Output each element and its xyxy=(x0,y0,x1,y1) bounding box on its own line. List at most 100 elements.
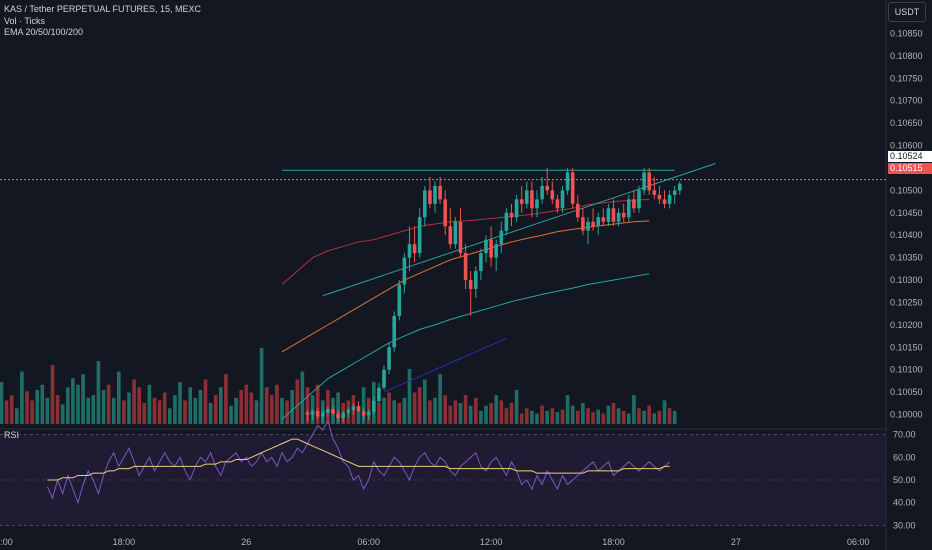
candle-body xyxy=(509,212,514,218)
time-tick-label: 12:00 xyxy=(480,537,503,547)
candle-body xyxy=(621,212,626,218)
volume-bar xyxy=(662,400,667,424)
candle-body xyxy=(423,190,427,218)
candle-body xyxy=(392,315,396,348)
candle-body xyxy=(535,199,539,209)
volume-bar xyxy=(448,405,453,424)
volume-bar xyxy=(438,374,442,424)
volume-bar xyxy=(234,397,238,424)
volume-bar xyxy=(25,391,29,424)
volume-bar xyxy=(382,397,386,424)
volume-bar xyxy=(647,405,651,424)
candle-body xyxy=(678,183,682,191)
volume-bar xyxy=(336,392,340,424)
candle-body xyxy=(525,190,529,204)
candle-body xyxy=(484,239,488,254)
candle-body xyxy=(611,208,616,222)
volume-bar xyxy=(208,403,213,424)
rsi-legend[interactable]: RSI xyxy=(4,430,20,440)
candle-body xyxy=(479,253,483,272)
candle-body xyxy=(545,185,549,191)
volume-bar xyxy=(55,395,60,424)
symbol-title[interactable]: KAS / Tether PERPETUAL FUTURES, 15, MEXC xyxy=(4,4,202,14)
volume-bar xyxy=(535,413,539,424)
candle-body xyxy=(321,412,325,417)
volume-bar xyxy=(50,365,55,424)
candle-body xyxy=(591,221,595,227)
volume-bar xyxy=(239,389,243,424)
volume-legend[interactable]: Vol · Ticks xyxy=(4,15,46,26)
candle-body xyxy=(662,199,667,204)
trendline-2 xyxy=(322,162,716,297)
volume-bar xyxy=(40,384,45,424)
volume-bar xyxy=(295,379,300,424)
rsi-ma-line xyxy=(47,438,670,481)
volume-bar xyxy=(499,400,504,424)
price-tick-label: 0.10650 xyxy=(890,118,923,128)
candle-body xyxy=(366,411,371,416)
volume-bar xyxy=(407,368,412,424)
candle-body xyxy=(560,190,565,209)
volume-bar xyxy=(259,348,264,424)
time-tick-label: 12:00 xyxy=(0,537,13,547)
rsi-line xyxy=(46,419,670,505)
bid-price-tag: 0.10515 xyxy=(888,163,932,174)
ema-100-line xyxy=(281,273,650,420)
price-tick-label: 0.10000 xyxy=(890,410,923,420)
candle-body xyxy=(372,401,376,412)
volume-bar xyxy=(611,403,616,424)
volume-bar xyxy=(117,371,121,424)
candle-body xyxy=(377,387,381,402)
volume-bar xyxy=(652,413,657,424)
time-tick-label: 06:00 xyxy=(847,537,870,547)
volume-bar xyxy=(479,410,483,424)
volume-bar xyxy=(122,400,126,424)
rsi-tick-label: 30.00 xyxy=(893,520,916,530)
ema-legend[interactable]: EMA 20/50/100/200 xyxy=(4,27,84,37)
price-tick-label: 0.10350 xyxy=(890,253,923,263)
rsi-tick-label: 60.00 xyxy=(893,452,916,462)
rsi-tick-label: 40.00 xyxy=(893,498,916,508)
volume-bar xyxy=(270,395,274,424)
last-price-tag: 0.10524 xyxy=(888,151,932,162)
candle-body xyxy=(407,244,412,258)
candle-body xyxy=(351,406,356,411)
candle-body xyxy=(499,230,504,245)
volume-bar xyxy=(76,384,80,424)
volume-bar xyxy=(315,384,320,424)
candle-body xyxy=(463,253,468,281)
candle-body xyxy=(474,271,478,290)
volume-bar xyxy=(9,395,14,424)
volume-bar xyxy=(285,400,289,424)
volume-bar xyxy=(4,400,9,424)
volume-bar xyxy=(219,387,223,424)
volume-bar xyxy=(15,408,19,424)
volume-bar xyxy=(672,410,677,424)
volume-bar xyxy=(229,405,233,424)
candle-body xyxy=(565,172,570,191)
candle-body xyxy=(601,217,606,222)
candle-body xyxy=(336,413,340,419)
currency-button[interactable]: USDT xyxy=(888,2,926,22)
volume-bar xyxy=(30,400,34,424)
volume-bar xyxy=(86,397,90,424)
volume-bar xyxy=(494,395,498,424)
volume-bar xyxy=(224,374,228,424)
volume-bar xyxy=(71,378,75,424)
volume-bar xyxy=(632,395,636,424)
candle-body xyxy=(331,409,335,414)
candle-body xyxy=(310,410,315,415)
candle-body xyxy=(550,190,555,200)
volume-bar xyxy=(601,413,606,424)
volume-bar xyxy=(545,410,549,424)
volume-bar xyxy=(264,387,269,424)
volume-bar xyxy=(458,403,463,424)
volume-bar xyxy=(570,405,575,424)
volume-bar xyxy=(300,371,305,424)
candle-body xyxy=(632,199,636,209)
volume-bar xyxy=(387,392,391,424)
volume-bar xyxy=(581,403,585,424)
volume-bar xyxy=(433,397,437,424)
volume-bar xyxy=(417,387,422,424)
